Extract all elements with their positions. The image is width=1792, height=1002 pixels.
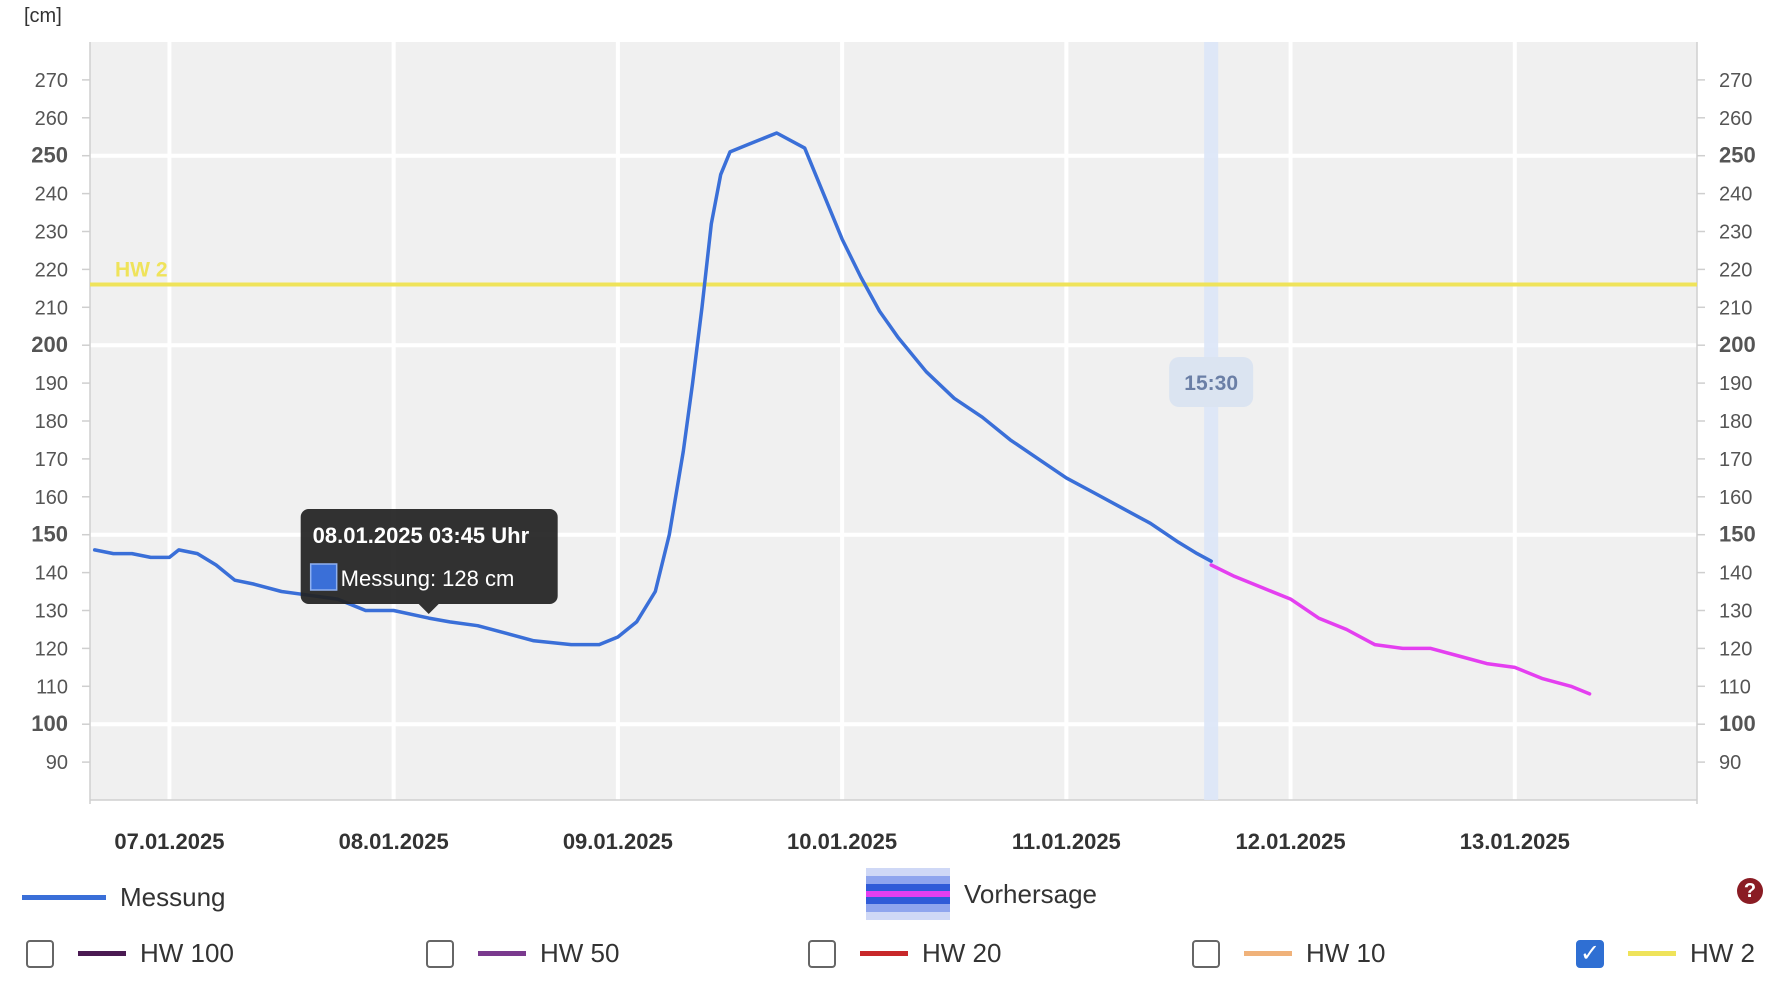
x-tick-label: 07.01.2025: [114, 829, 224, 854]
x-tick-label: 10.01.2025: [787, 829, 897, 854]
y-tick-label-left: 110: [36, 676, 68, 698]
x-tick-label: 13.01.2025: [1460, 829, 1570, 854]
filter-hw20[interactable]: HW 20: [808, 938, 1001, 969]
tooltip: 08.01.2025 03:45 Uhr Messung: 128 cm: [300, 509, 558, 614]
y-tick-label-right: 150: [1719, 522, 1756, 547]
tooltip-title: 08.01.2025 03:45 Uhr: [313, 523, 530, 548]
filter-hw2-label: HW 2: [1690, 938, 1755, 968]
y-tick-label-right: 220: [1719, 259, 1752, 281]
filter-hw100[interactable]: HW 100: [26, 938, 234, 969]
filter-hw10-checkbox[interactable]: [1192, 939, 1220, 968]
tooltip-swatch: [309, 563, 338, 591]
checkmark-icon: ✓: [1579, 939, 1601, 967]
y-tick-label-right: 120: [1719, 638, 1752, 660]
y-tick-label-left: 180: [35, 411, 68, 433]
y-tick-label-right: 110: [1719, 676, 1751, 698]
y-axis-unit: [cm]: [24, 5, 62, 27]
series-line-messung: [92, 131, 1213, 647]
y-tick-label-right: 140: [1719, 563, 1752, 585]
y-tick-label-left: 140: [35, 563, 68, 585]
grid: [89, 42, 1698, 804]
filter-hw2-checkbox[interactable]: ✓: [1576, 939, 1604, 968]
tooltip-pointer: [418, 604, 439, 614]
legend-vorhersage-swatch: [866, 868, 950, 920]
y-tick-label-left: 220: [35, 259, 68, 281]
filter-hw20-checkbox[interactable]: [808, 939, 836, 968]
y-tick-label-left: 230: [35, 222, 68, 244]
filter-hw100-label: HW 100: [140, 938, 234, 968]
plot-area: [90, 42, 1697, 800]
x-tick-label: 08.01.2025: [339, 829, 449, 854]
series-line-vorhersage: [1209, 563, 1592, 696]
y-axis-left: 90 100 110 120 130 140 150 160 170 180 190 200 210 22…: [31, 70, 90, 774]
now-label-box: [1169, 357, 1254, 407]
legend-messung-label: Messung: [120, 882, 226, 912]
y-tick-label-right: 100: [1719, 711, 1756, 736]
filter-hw10-label: HW 10: [1306, 938, 1386, 968]
y-tick-label-right: 270: [1719, 70, 1752, 92]
filter-hw20-label: HW 20: [922, 938, 1002, 968]
y-tick-label-left: 200: [31, 332, 68, 357]
water-level-chart[interactable]: 90 100 110 120 130 140 150 160 170 180 190 200 210 22…: [0, 0, 1792, 880]
y-tick-label-left: 150: [31, 522, 68, 547]
y-tick-label-right: 190: [1719, 373, 1752, 395]
y-tick-label-right: 260: [1719, 108, 1752, 130]
y-tick-label-left: 240: [35, 184, 68, 206]
filter-hw2-swatch: [1628, 951, 1676, 956]
filter-hw50-label: HW 50: [540, 938, 620, 968]
hw2-label: HW 2: [115, 259, 168, 282]
y-tick-label-left: 130: [35, 601, 68, 623]
x-tick-label: 11.01.2025: [1012, 829, 1121, 854]
y-tick-label-right: 200: [1719, 332, 1756, 357]
y-tick-label-left: 170: [35, 449, 68, 471]
y-tick-label-right: 90: [1719, 752, 1741, 774]
filter-hw100-swatch: [78, 951, 126, 956]
filter-hw20-swatch: [860, 951, 908, 956]
filter-hw2[interactable]: ✓ HW 2: [1576, 938, 1755, 969]
y-tick-label-left: 270: [35, 70, 68, 92]
filter-hw50-checkbox[interactable]: [426, 939, 454, 968]
legend-messung[interactable]: Messung: [22, 882, 226, 913]
y-tick-label-right: 230: [1719, 222, 1752, 244]
now-band: [1204, 42, 1219, 800]
x-tick-label: 12.01.2025: [1236, 829, 1346, 854]
filter-hw50[interactable]: HW 50: [426, 938, 619, 969]
y-tick-label-left: 90: [46, 752, 68, 774]
current-time-marker: 15:30: [1169, 42, 1254, 800]
plot-background: [90, 42, 1697, 800]
filter-hw100-checkbox[interactable]: [26, 939, 54, 968]
help-glyph: ?: [1743, 879, 1757, 902]
help-icon[interactable]: ?: [1737, 878, 1763, 904]
y-tick-label-right: 180: [1719, 411, 1752, 433]
y-tick-label-right: 240: [1719, 184, 1752, 206]
hw2-threshold: HW 2: [90, 259, 1697, 287]
y-tick-label-left: 250: [31, 143, 68, 168]
legend-vorhersage-label: Vorhersage: [964, 878, 1097, 909]
now-label: 15:30: [1184, 372, 1238, 395]
y-tick-label-left: 100: [31, 711, 68, 736]
filter-hw50-swatch: [478, 951, 526, 956]
x-axis: 07.01.2025 08.01.2025 09.01.2025 10.01.2025…: [114, 829, 1570, 854]
legend-vorhersage[interactable]: Vorhersage: [866, 866, 1097, 922]
x-tick-label: 09.01.2025: [563, 829, 673, 854]
y-tick-label-left: 210: [35, 297, 68, 319]
y-tick-label-right: 160: [1719, 487, 1752, 509]
filter-hw10[interactable]: HW 10: [1192, 938, 1385, 969]
filter-hw10-swatch: [1244, 951, 1292, 956]
tooltip-box: [300, 509, 558, 604]
tooltip-value: Messung: 128 cm: [341, 566, 515, 591]
y-tick-label-right: 210: [1719, 297, 1752, 319]
legend-messung-swatch: [22, 895, 106, 900]
y-tick-label-right: 170: [1719, 449, 1752, 471]
y-axis-right: 90 100 110 120 130 140 150 160 170 180 190 200 210 22…: [1697, 70, 1756, 774]
y-tick-label-right: 250: [1719, 143, 1756, 168]
series-layer: [92, 131, 1592, 696]
y-tick-label-left: 260: [35, 108, 68, 130]
y-tick-label-left: 160: [35, 487, 68, 509]
y-tick-label-left: 120: [35, 638, 68, 660]
y-tick-label-right: 130: [1719, 601, 1752, 623]
y-tick-label-left: 190: [35, 373, 68, 395]
